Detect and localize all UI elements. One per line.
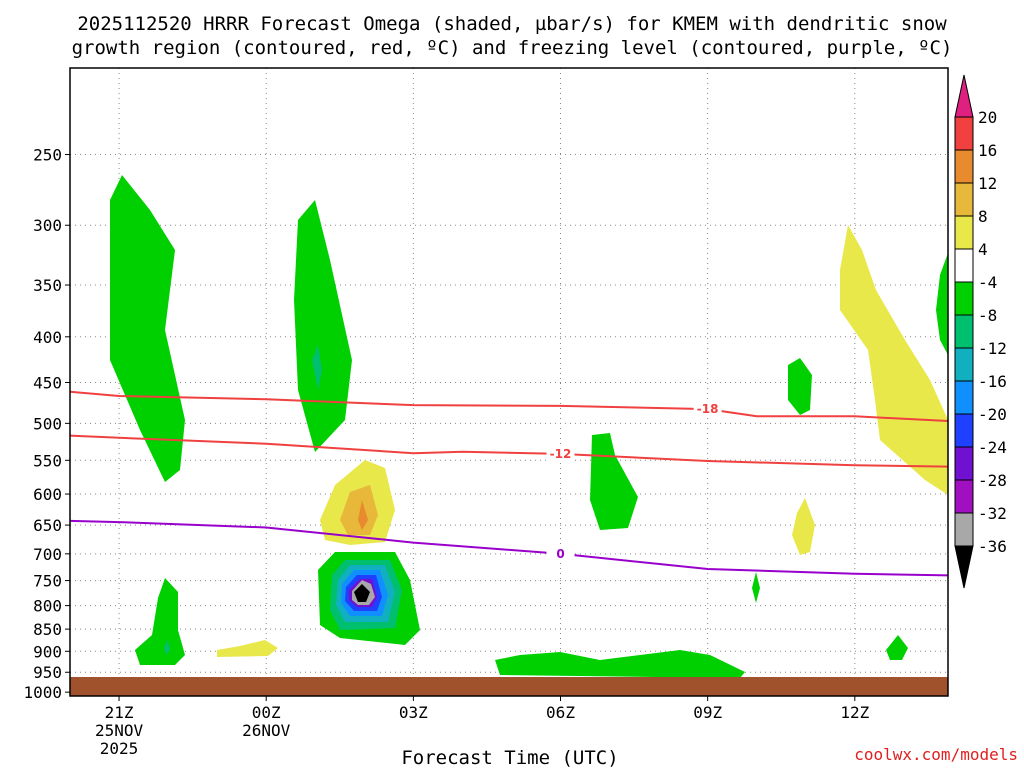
colorbar-label-10: -24 — [978, 438, 1007, 457]
colorbar-label-0: 20 — [978, 108, 997, 127]
y-tick-label-400: 400 — [33, 328, 62, 347]
colorbar-segment-5 — [955, 282, 973, 315]
y-tick-label-1000: 1000 — [23, 683, 62, 702]
y-tick-label-750: 750 — [33, 572, 62, 591]
chart-title-line2: growth region (contoured, red, ºC) and f… — [72, 37, 953, 59]
colorbar-segment-10 — [955, 447, 973, 480]
colorbar-label-1: 16 — [978, 141, 997, 160]
y-tick-label-650: 650 — [33, 516, 62, 535]
y-tick-label-700: 700 — [33, 545, 62, 564]
x-tick-label-1-0: 00Z — [252, 703, 281, 722]
y-tick-label-600: 600 — [33, 485, 62, 504]
ground-surface — [70, 677, 948, 696]
chart-title-line1: 2025112520 HRRR Forecast Omega (shaded, … — [77, 13, 947, 35]
colorbar-label-6: -8 — [978, 306, 997, 325]
colorbar-segment-6 — [955, 315, 973, 348]
colorbar-segment-11 — [955, 480, 973, 513]
contour-label-0: 0 — [556, 547, 564, 561]
credit-text: coolwx.com/models — [854, 745, 1018, 764]
colorbar-segment-8 — [955, 381, 973, 414]
colorbar-segment-4 — [955, 249, 973, 282]
colorbar-label-2: 12 — [978, 174, 997, 193]
x-tick-label-0-1: 25NOV — [95, 721, 144, 740]
y-tick-label-300: 300 — [33, 216, 62, 235]
colorbar-top-arrow — [955, 75, 973, 117]
y-tick-label-250: 250 — [33, 146, 62, 165]
colorbar-label-3: 8 — [978, 207, 988, 226]
x-tick-label-0-0: 21Z — [105, 703, 134, 722]
colorbar-bottom-arrow — [955, 546, 973, 588]
x-tick-label-0-2: 2025 — [100, 739, 139, 758]
contour-label--12: -12 — [550, 447, 572, 461]
colorbar-label-12: -32 — [978, 504, 1007, 523]
x-axis-label: Forecast Time (UTC) — [401, 747, 618, 768]
y-tick-label-900: 900 — [33, 642, 62, 661]
colorbar-label-13: -36 — [978, 537, 1007, 556]
y-tick-label-950: 950 — [33, 663, 62, 682]
colorbar-segment-7 — [955, 348, 973, 381]
y-tick-label-500: 500 — [33, 414, 62, 433]
x-tick-label-3-0: 06Z — [546, 703, 575, 722]
colorbar-segment-2 — [955, 183, 973, 216]
colorbar-segment-0 — [955, 117, 973, 150]
plot-background — [70, 68, 948, 696]
contour-label--18: -18 — [697, 402, 719, 416]
x-tick-label-5-0: 12Z — [840, 703, 869, 722]
colorbar-segment-9 — [955, 414, 973, 447]
colorbar-segment-12 — [955, 513, 973, 546]
colorbar-label-9: -20 — [978, 405, 1007, 424]
x-tick-label-2-0: 03Z — [399, 703, 428, 722]
omega-chart: 2025112520 HRRR Forecast Omega (shaded, … — [0, 0, 1024, 768]
colorbar: 20 16 12 8 4 -4 -8 -12 -16 -20 -24 -28 -32 -36 — [955, 75, 1007, 588]
x-tick-label-4-0: 09Z — [693, 703, 722, 722]
colorbar-label-4: 4 — [978, 240, 988, 259]
y-tick-label-850: 850 — [33, 620, 62, 639]
y-tick-label-450: 450 — [33, 373, 62, 392]
colorbar-label-7: -12 — [978, 339, 1007, 358]
colorbar-label-11: -28 — [978, 471, 1007, 490]
y-axis-tick-labels: 250 300 350 400 450 500 550 600 650 700 750 800 850 9… — [23, 146, 70, 703]
plot-area: -18 -12 0 — [70, 68, 948, 696]
x-tick-label-1-1: 26NOV — [242, 721, 291, 740]
y-tick-label-550: 550 — [33, 451, 62, 470]
colorbar-segment-3 — [955, 216, 973, 249]
colorbar-label-5: -4 — [978, 273, 997, 292]
y-tick-label-800: 800 — [33, 597, 62, 616]
colorbar-segment-1 — [955, 150, 973, 183]
colorbar-label-8: -16 — [978, 372, 1007, 391]
y-tick-label-350: 350 — [33, 276, 62, 295]
